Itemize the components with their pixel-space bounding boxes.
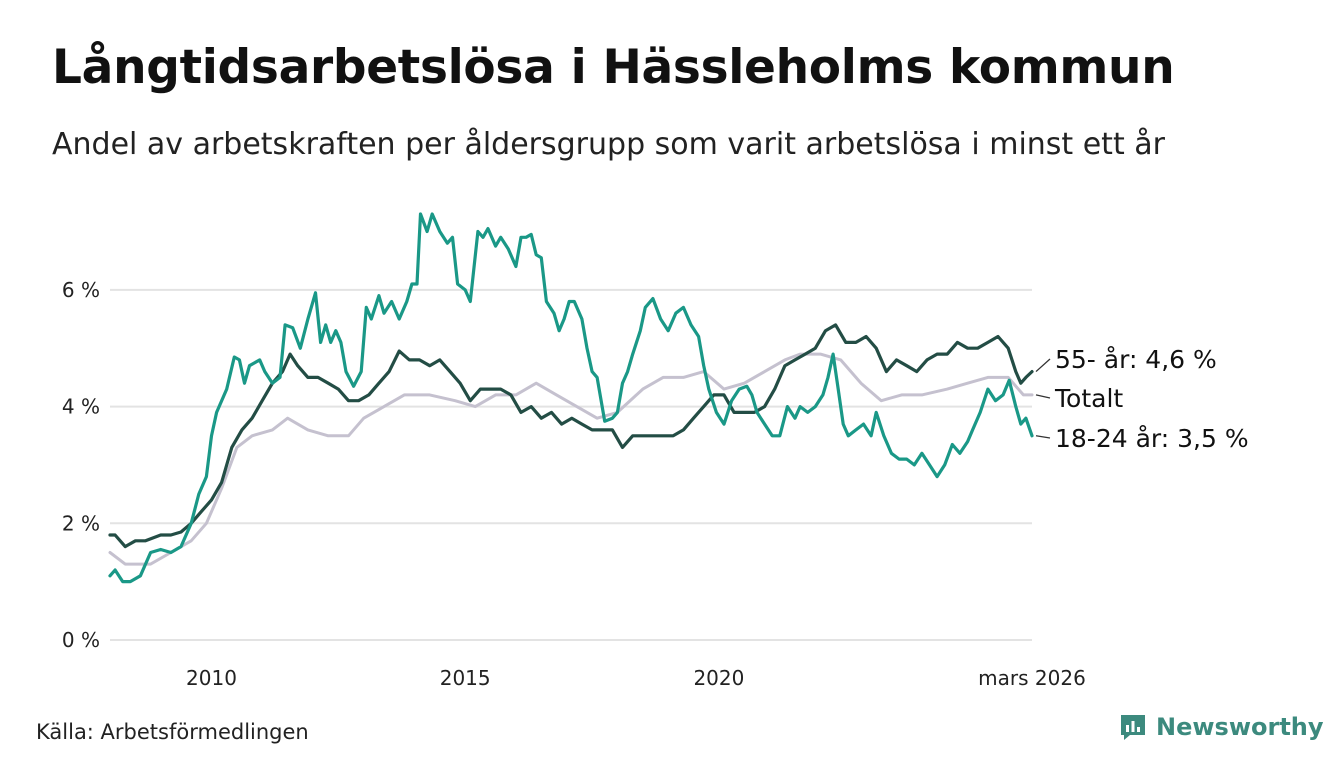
y-tick-label: 0 % (62, 628, 100, 652)
series-line-total (108, 352, 1034, 566)
x-axis-ticks: 2010 2015 2020 mars 2026 (186, 666, 1086, 690)
brand-name: Newsworthy (1156, 713, 1324, 741)
end-label-old: 55- år: 4,6 % (1055, 345, 1217, 374)
newsworthy-logo-icon (1121, 715, 1145, 740)
leader-line-young (1035, 435, 1051, 439)
end-label-young: 18-24 år: 3,5 % (1055, 424, 1249, 453)
source-note: Källa: Arbetsförmedlingen (36, 720, 309, 744)
y-tick-label: 4 % (62, 395, 100, 419)
series-line-old (108, 323, 1034, 549)
leader-line-total (1035, 394, 1051, 399)
x-tick-label: 2020 (693, 666, 744, 690)
y-tick-label: 2 % (62, 511, 100, 535)
y-axis-ticks: 0 % 2 % 4 % 6 % (62, 278, 100, 652)
chart-title: Långtidsarbetslösa i Hässleholms kommun (52, 40, 1175, 95)
gridlines (110, 288, 1032, 641)
chart-subtitle: Andel av arbetskraften per åldersgrupp s… (52, 127, 1165, 162)
brand-logo: Newsworthy (1118, 712, 1324, 742)
x-tick-label: 2010 (186, 666, 237, 690)
x-tick-label: 2015 (440, 666, 491, 690)
line-chart: 0 % 2 % 4 % 6 % 2010 2015 2020 mars 2026 18-24… (62, 212, 1249, 690)
series-end-labels: 18-24 år: 3,5 % 55- år: 4,6 % Totalt (1035, 345, 1249, 453)
series-lines (108, 212, 1034, 584)
leader-line-old (1035, 358, 1051, 373)
end-label-total: Totalt (1054, 384, 1123, 413)
series-line-young (108, 212, 1034, 584)
x-tick-label: mars 2026 (978, 666, 1086, 690)
y-tick-label: 6 % (62, 278, 100, 302)
